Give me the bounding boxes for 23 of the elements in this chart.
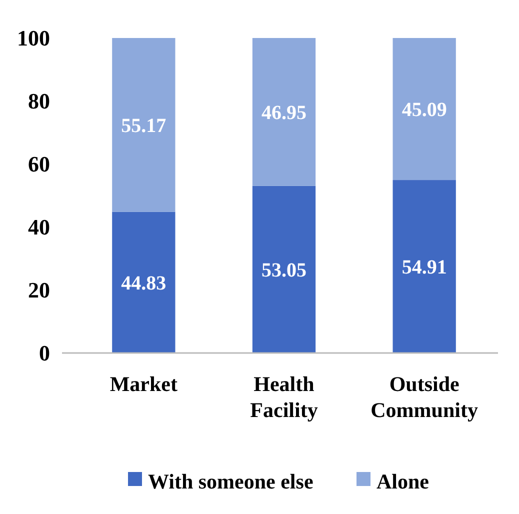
bar [112,212,176,353]
data-label: 55.17 [121,114,166,137]
bar [252,38,316,186]
y-tick-label: 40 [28,214,50,240]
bar [392,38,456,180]
bar [112,38,176,212]
data-label: 53.05 [262,259,306,282]
x-tick-label: Market [110,372,178,396]
y-tick-label: 0 [39,340,50,366]
y-tick-label: 80 [28,88,50,114]
data-label: 44.83 [121,272,166,294]
data-label: 46.95 [262,102,306,124]
data-label: 45.09 [402,99,447,122]
y-tick-label: 20 [28,278,50,303]
x-tick-label: Outside Community [370,372,478,422]
y-tick-label: 100 [17,26,50,51]
bar [392,180,456,353]
y-tick-label: 60 [28,152,50,177]
legend-label: With someone else [148,469,314,494]
bar [252,186,316,353]
legend-label: Alone [376,469,429,494]
data-label: 54.91 [402,256,447,279]
x-tick-label: Health Facility [250,372,318,422]
